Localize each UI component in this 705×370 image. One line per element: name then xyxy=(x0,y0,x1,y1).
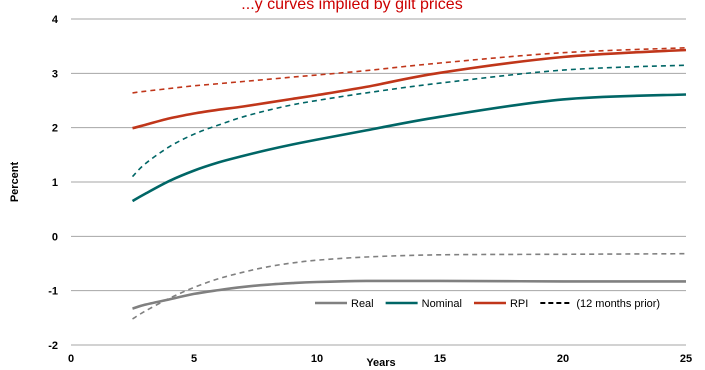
series-lines xyxy=(131,47,687,320)
series-line-real xyxy=(132,279,687,310)
legend-label: Real xyxy=(351,298,374,310)
x-tick-label: 15 xyxy=(434,353,446,365)
x-tick-label: 5 xyxy=(191,353,197,365)
legend-label: RPI xyxy=(510,298,528,310)
y-tick-label: -1 xyxy=(48,286,58,298)
series-line-rpi xyxy=(132,48,687,130)
legend-item-prior: (12 months prior) xyxy=(540,298,660,310)
legend: Real Nominal RPI (12 months prior) xyxy=(315,298,660,310)
tick-labels: -2 -1 0 1 2 3 4 0 5 10 15 20 25 xyxy=(48,14,692,365)
legend-label: Nominal xyxy=(422,298,462,310)
series-line-nominal-prior xyxy=(131,64,687,178)
legend-item-real: Real xyxy=(315,298,374,310)
y-tick-label: 0 xyxy=(52,231,58,243)
x-tick-label: 0 xyxy=(68,353,74,365)
y-tick-label: 3 xyxy=(52,68,58,80)
y-tick-label: 1 xyxy=(52,177,58,189)
series-line-real-prior xyxy=(132,252,687,320)
x-axis-label: Years xyxy=(366,357,395,369)
x-tick-label: 25 xyxy=(680,353,692,365)
y-tick-label: -2 xyxy=(48,340,58,352)
x-tick-label: 20 xyxy=(557,353,569,365)
legend-item-rpi: RPI xyxy=(473,298,528,310)
y-axis-label: Percent xyxy=(9,161,21,202)
y-tick-label: 2 xyxy=(52,123,58,135)
legend-label: (12 months prior) xyxy=(576,298,660,310)
legend-item-nominal: Nominal xyxy=(385,298,462,310)
series-line-rpi-prior xyxy=(132,47,687,94)
series-line-nominal xyxy=(131,93,687,203)
x-tick-label: 10 xyxy=(311,353,323,365)
chart-title: ...y curves implied by gilt prices xyxy=(241,0,462,13)
y-tick-label: 4 xyxy=(52,14,59,26)
